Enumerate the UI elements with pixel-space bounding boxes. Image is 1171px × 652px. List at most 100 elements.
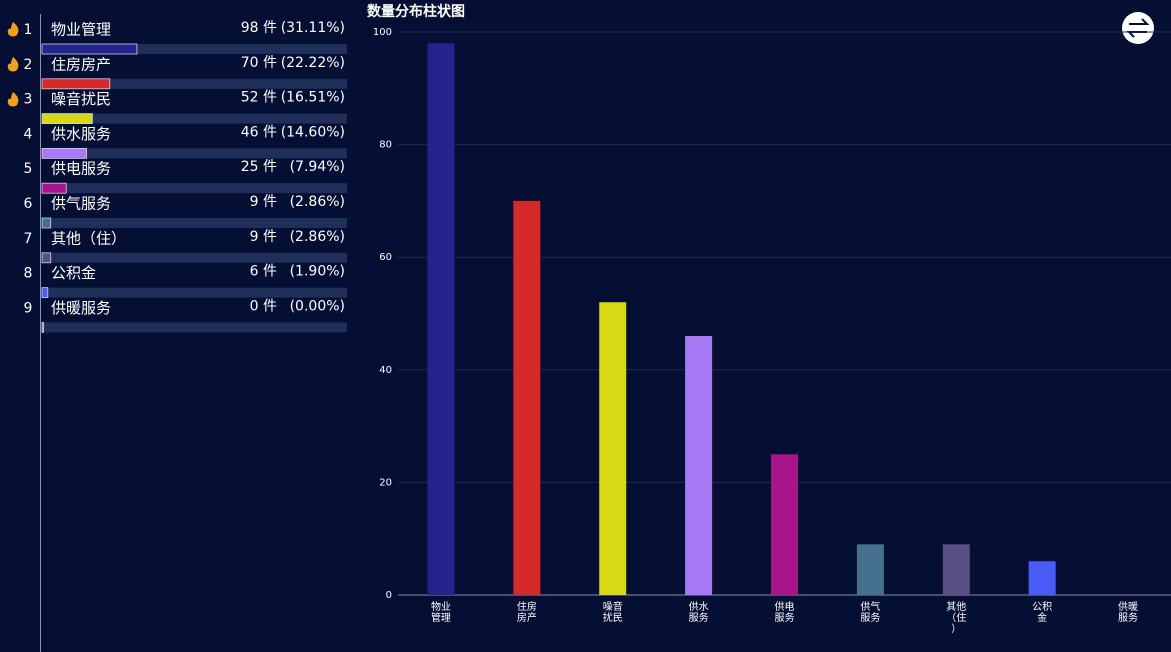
rank: 6 bbox=[24, 196, 33, 212]
x-tick-line: 其他 bbox=[946, 600, 966, 613]
progress-track bbox=[42, 252, 347, 263]
x-tick-line: ） bbox=[951, 623, 961, 635]
chart-title: 数量分布柱状图 bbox=[367, 3, 465, 20]
y-tick-label: 60 bbox=[379, 252, 392, 263]
item-name: 其他（住） bbox=[51, 229, 126, 247]
rank: 1 bbox=[24, 22, 33, 38]
x-tick-line: 供电 bbox=[775, 600, 795, 613]
progress-track bbox=[42, 148, 347, 159]
x-tick-label: 供电服务 bbox=[775, 600, 795, 624]
x-tick-label: 其他（住） bbox=[946, 600, 966, 635]
x-tick-line: 服务 bbox=[1118, 611, 1138, 624]
x-tick-line: 物业 bbox=[431, 600, 451, 613]
progress-bar bbox=[41, 43, 138, 55]
fire-icon bbox=[7, 57, 19, 72]
progress-track bbox=[42, 113, 347, 124]
count-label: 25 件 bbox=[241, 159, 277, 175]
count-label: 52 件 bbox=[241, 90, 277, 106]
x-tick-line: 金 bbox=[1037, 611, 1047, 624]
percent-label: (16.51%) bbox=[281, 90, 345, 106]
x-tick-line: 供暖 bbox=[1118, 600, 1138, 613]
progress-track bbox=[42, 183, 347, 194]
x-tick-line: 管理 bbox=[431, 611, 451, 624]
x-tick-line: 服务 bbox=[689, 611, 709, 624]
x-tick-label: 公积金 bbox=[1032, 601, 1052, 624]
count-label: 9 件 bbox=[250, 229, 277, 245]
x-tick-line: 供水 bbox=[689, 600, 709, 613]
percent-label: (2.86%) bbox=[290, 194, 345, 210]
rank: 7 bbox=[24, 231, 33, 247]
rank: 4 bbox=[24, 126, 33, 142]
count-label: 70 件 bbox=[241, 55, 277, 71]
count-label: 46 件 bbox=[241, 124, 277, 140]
bar bbox=[942, 544, 970, 595]
item-name: 供电服务 bbox=[51, 160, 111, 178]
fire-icons bbox=[7, 22, 19, 107]
progress-track bbox=[42, 78, 347, 89]
bar bbox=[685, 336, 713, 595]
x-tick-line: 住房 bbox=[517, 600, 537, 613]
progress-track bbox=[42, 322, 347, 333]
item-name: 供暖服务 bbox=[51, 299, 111, 317]
rank: 5 bbox=[24, 161, 33, 177]
progress-bar bbox=[41, 287, 49, 299]
percent-label: (2.86%) bbox=[290, 229, 345, 245]
rank: 3 bbox=[24, 92, 33, 108]
percent-label: (0.00%) bbox=[290, 298, 345, 314]
y-tick-label: 100 bbox=[373, 27, 392, 38]
item-name: 供气服务 bbox=[51, 195, 111, 213]
x-tick-label: 物业管理 bbox=[431, 600, 451, 624]
count-label: 9 件 bbox=[250, 194, 277, 210]
progress-bar bbox=[41, 78, 111, 90]
y-tick-label: 20 bbox=[379, 477, 392, 488]
bar bbox=[771, 454, 798, 595]
x-tick-line: 扰民 bbox=[603, 611, 623, 624]
count-label: 6 件 bbox=[250, 264, 277, 280]
bar bbox=[599, 302, 627, 595]
x-tick-line: 服务 bbox=[775, 611, 795, 624]
rank: 2 bbox=[24, 57, 33, 73]
item-name: 公积金 bbox=[51, 264, 96, 282]
bar bbox=[427, 43, 455, 595]
bar bbox=[1028, 561, 1056, 595]
toggle-circle[interactable] bbox=[1122, 12, 1154, 44]
count-label: 0 件 bbox=[250, 298, 277, 314]
progress-bar bbox=[41, 217, 52, 229]
x-tick-label: 供水服务 bbox=[689, 600, 709, 624]
bar bbox=[856, 544, 884, 595]
percent-label: (1.90%) bbox=[290, 264, 345, 280]
y-tick-label: 80 bbox=[379, 140, 392, 151]
y-tick-label: 0 bbox=[386, 590, 392, 601]
x-tick-label: 供暖服务 bbox=[1118, 600, 1138, 624]
percent-label: (14.60%) bbox=[281, 124, 345, 140]
x-tick-line: 服务 bbox=[860, 611, 880, 624]
percent-label: (7.94%) bbox=[290, 159, 345, 175]
count-label: 98 件 bbox=[241, 20, 277, 36]
percent-label: (31.11%) bbox=[281, 20, 345, 36]
progress-bar bbox=[41, 147, 87, 159]
x-tick-line: （住 bbox=[946, 611, 966, 624]
x-tick-line: 公积 bbox=[1032, 601, 1052, 613]
percent-label: (22.22%) bbox=[281, 55, 345, 71]
x-tick-line: 噪音 bbox=[603, 600, 623, 613]
x-tick-label: 噪音扰民 bbox=[603, 600, 623, 624]
item-name: 供水服务 bbox=[51, 125, 111, 143]
item-name: 住房房产 bbox=[51, 55, 111, 73]
fire-icon bbox=[7, 22, 19, 37]
toggle-button[interactable] bbox=[1122, 12, 1154, 44]
x-tick-line: 房产 bbox=[517, 611, 537, 624]
progress-track bbox=[42, 218, 347, 228]
progress-bar bbox=[41, 252, 52, 264]
x-tick-label: 住房房产 bbox=[517, 600, 537, 624]
progress-bar bbox=[41, 321, 44, 333]
progress-bar bbox=[41, 182, 67, 194]
progress-bar bbox=[41, 113, 93, 124]
progress-track bbox=[42, 287, 347, 298]
rank: 9 bbox=[24, 300, 33, 316]
rank: 8 bbox=[24, 266, 33, 282]
fire-icon bbox=[7, 92, 19, 107]
x-tick-line: 供气 bbox=[860, 600, 880, 613]
item-name: 物业管理 bbox=[51, 21, 111, 39]
x-tick-label: 供气服务 bbox=[860, 600, 880, 624]
